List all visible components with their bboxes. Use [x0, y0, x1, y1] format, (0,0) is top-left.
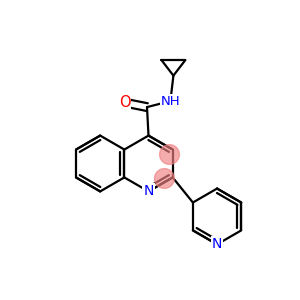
- Text: N: N: [143, 184, 154, 198]
- Circle shape: [160, 145, 179, 164]
- Text: NH: NH: [160, 94, 180, 108]
- Text: O: O: [119, 95, 130, 110]
- Text: N: N: [212, 237, 222, 251]
- Circle shape: [154, 169, 174, 188]
